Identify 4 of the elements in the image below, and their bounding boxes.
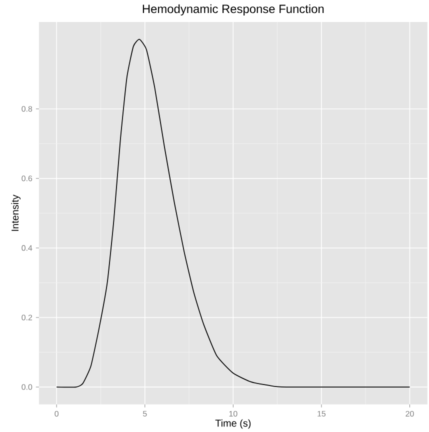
line-series [56,38,410,388]
chart-title: Hemodynamic Response Function [142,4,324,16]
y-axis-title: Intensity [11,194,20,231]
x-axis-title: Time (s) [215,419,250,429]
